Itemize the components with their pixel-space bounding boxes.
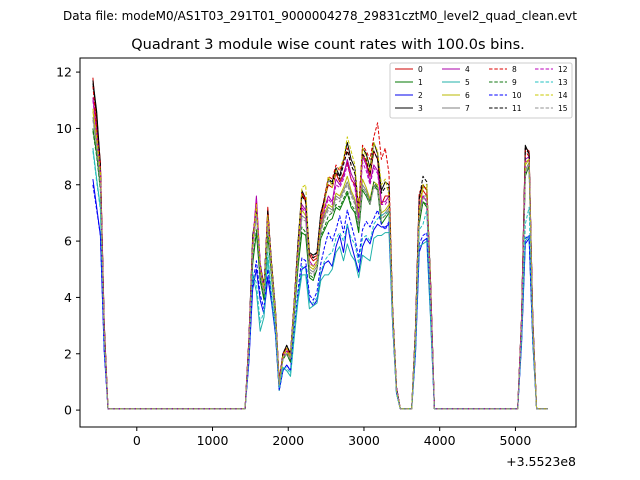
legend-label-11: 11: [512, 104, 522, 113]
legend-label-6: 6: [465, 91, 470, 100]
legend-label-7: 7: [465, 104, 470, 113]
legend-label-4: 4: [465, 65, 470, 74]
y-tick-label: 10: [56, 121, 72, 136]
x-axis: 0 1000 2000 3000 4000 5000: [133, 427, 532, 448]
legend-label-2: 2: [418, 91, 423, 100]
x-tick-label: 4000: [424, 433, 456, 448]
y-axis: 0 2 4 6 8 10 12: [56, 65, 80, 418]
legend-label-13: 13: [558, 78, 568, 87]
x-tick-label: 2000: [272, 433, 304, 448]
y-tick-label: 2: [64, 346, 72, 361]
x-tick-label: 5000: [500, 433, 532, 448]
y-tick-label: 12: [56, 65, 72, 80]
legend-label-3: 3: [418, 104, 423, 113]
plot-frame: [79, 57, 577, 428]
x-axis-offset-label: +3.5523e8: [506, 454, 576, 469]
series-line-15: [92, 119, 548, 410]
legend-label-10: 10: [512, 91, 522, 100]
legend-label-9: 9: [512, 78, 517, 87]
legend-label-15: 15: [558, 104, 568, 113]
plot-lines: [92, 77, 548, 410]
chart-title: Quadrant 3 module wise count rates with …: [131, 37, 525, 53]
x-tick-label: 0: [133, 433, 141, 448]
legend-label-5: 5: [465, 78, 470, 87]
y-tick-label: 4: [64, 290, 72, 305]
legend-label-8: 8: [512, 65, 517, 74]
y-tick-label: 6: [64, 234, 72, 249]
legend-label-14: 14: [558, 91, 568, 100]
x-tick-label: 1000: [197, 433, 229, 448]
legend-label-12: 12: [558, 65, 568, 74]
x-tick-label: 3000: [348, 433, 380, 448]
legend-label-1: 1: [418, 78, 423, 87]
series-line-13: [92, 150, 548, 410]
data-file-caption: Data file: modeM0/AS1T03_291T01_90000042…: [63, 9, 577, 23]
legend-box: [389, 62, 573, 119]
y-tick-label: 8: [64, 177, 72, 192]
y-tick-label: 0: [64, 403, 72, 418]
legend-label-0: 0: [418, 65, 423, 74]
